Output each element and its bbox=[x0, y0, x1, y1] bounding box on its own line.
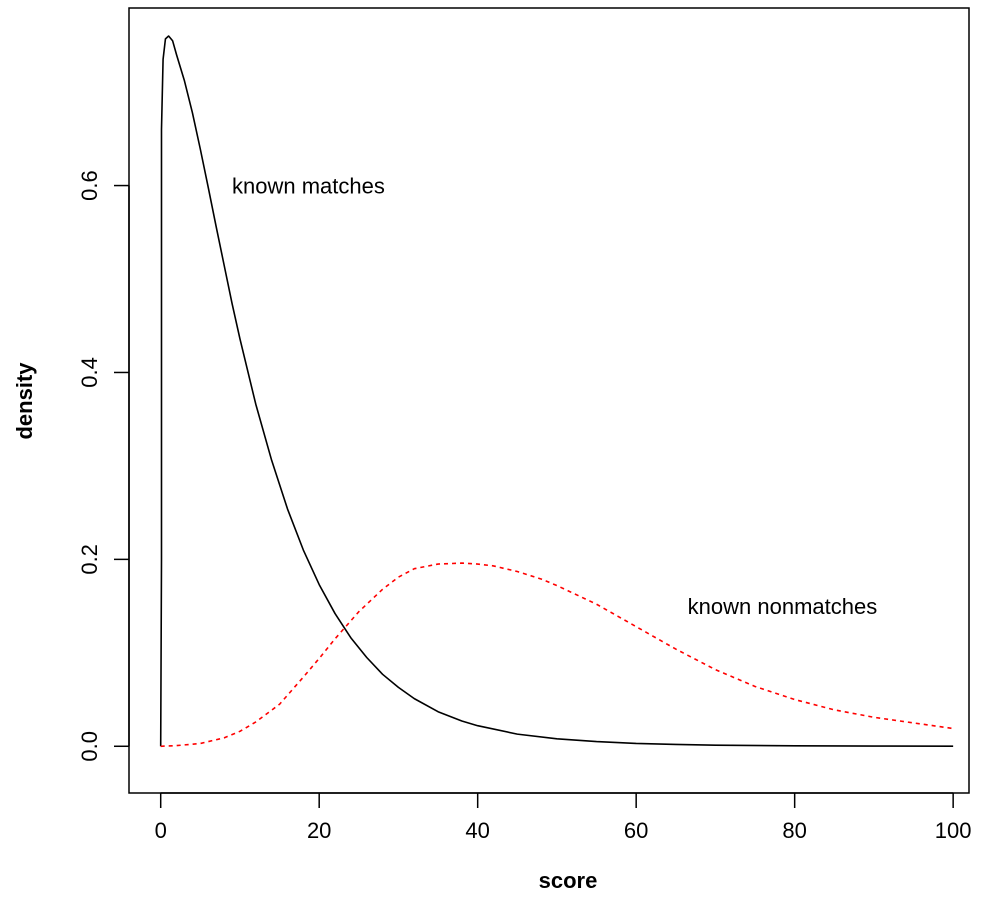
x-tick-label: 40 bbox=[465, 818, 489, 843]
y-tick-label: 0.4 bbox=[77, 357, 102, 388]
y-axis: 0.0 0.2 0.4 0.6 bbox=[77, 170, 130, 762]
x-tick-label: 60 bbox=[624, 818, 648, 843]
annotation-label: known matches bbox=[232, 174, 385, 199]
series-line-nonmatches bbox=[160, 562, 954, 748]
y-tick-label: 0.2 bbox=[77, 544, 102, 575]
series-line-matches bbox=[159, 35, 954, 747]
x-tick-label: 80 bbox=[782, 818, 806, 843]
y-tick-label: 0.0 bbox=[77, 731, 102, 762]
x-tick-label: 20 bbox=[307, 818, 331, 843]
annotation-label: known nonmatches bbox=[688, 594, 878, 619]
annotation-layer: known matches known nonmatches bbox=[232, 174, 877, 620]
x-tick-label: 100 bbox=[935, 818, 972, 843]
x-axis-label: score bbox=[539, 868, 598, 893]
y-tick-label: 0.6 bbox=[77, 170, 102, 201]
y-axis-label: density bbox=[12, 362, 37, 440]
series-layer bbox=[159, 35, 954, 748]
x-tick-label: 0 bbox=[155, 818, 167, 843]
x-axis: 0 20 40 60 80 100 bbox=[155, 792, 972, 843]
